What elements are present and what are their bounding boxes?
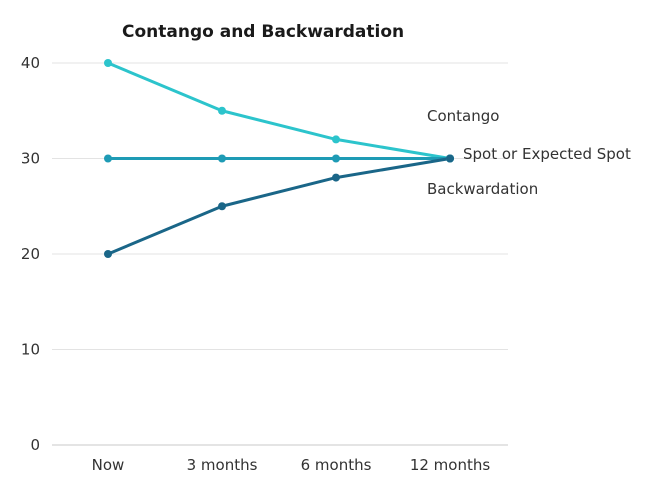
data-point bbox=[332, 135, 340, 144]
y-tick-label: 0 bbox=[30, 436, 40, 454]
data-point bbox=[104, 250, 112, 258]
data-point bbox=[332, 154, 340, 163]
series-label: Spot or Expected Spot bbox=[463, 145, 631, 163]
series-label: Contango bbox=[427, 107, 499, 125]
data-point bbox=[218, 154, 226, 163]
series-line bbox=[106, 61, 452, 160]
chart-title: Contango and Backwardation bbox=[122, 22, 404, 42]
data-point bbox=[218, 202, 226, 211]
x-tick-label: 12 months bbox=[410, 456, 491, 474]
x-tick-label: 6 months bbox=[301, 456, 372, 474]
y-tick-label: 20 bbox=[21, 245, 40, 263]
x-tick-label: Now bbox=[92, 456, 125, 474]
data-point bbox=[218, 106, 226, 115]
series-line bbox=[106, 157, 452, 256]
series-lines bbox=[106, 61, 452, 256]
y-tick-label: 10 bbox=[21, 341, 40, 359]
x-tick-label: 3 months bbox=[187, 456, 258, 474]
data-point bbox=[332, 173, 340, 182]
data-points bbox=[104, 59, 454, 258]
y-tick-label: 30 bbox=[21, 150, 40, 168]
grid-lines bbox=[52, 62, 508, 350]
y-tick-label: 40 bbox=[21, 54, 40, 72]
axes: 0 10 20 30 40 Now 3 months 6 months 12 months bbox=[21, 54, 508, 474]
data-point bbox=[104, 154, 112, 163]
data-point bbox=[104, 59, 112, 67]
series-labels: Contango Spot or Expected Spot Backwardati… bbox=[427, 107, 631, 198]
data-point bbox=[446, 154, 454, 163]
series-label: Backwardation bbox=[427, 180, 538, 198]
